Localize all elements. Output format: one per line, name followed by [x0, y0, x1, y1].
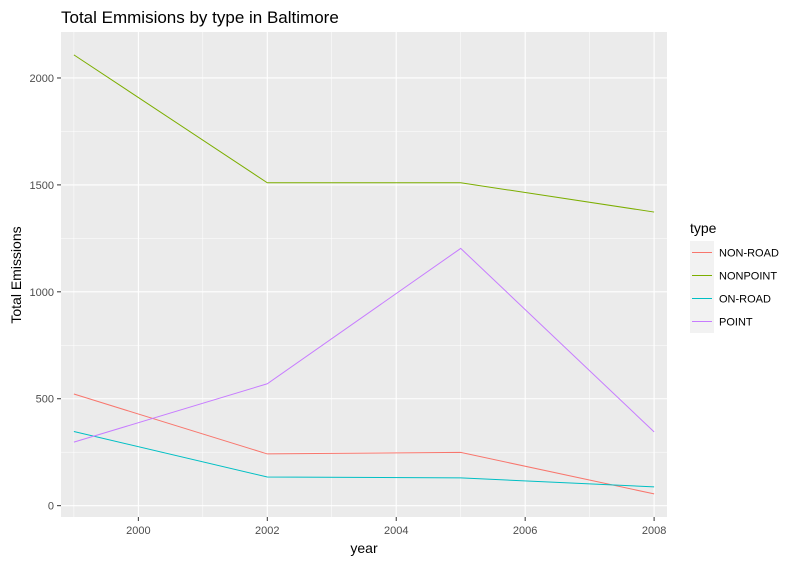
x-tick-label: 2008 — [642, 525, 666, 537]
y-axis-title: Total Emissions — [8, 226, 24, 323]
x-axis-title: year — [350, 540, 378, 556]
series-line-point — [73, 247, 655, 443]
y-tick-label: 2000 — [30, 73, 54, 85]
series-line-on-road — [73, 430, 655, 488]
legend-label: POINT — [719, 317, 753, 329]
y-tick-label: 1000 — [30, 287, 54, 299]
legend-label: NON-ROAD — [719, 248, 779, 260]
x-tick-label: 2006 — [513, 525, 537, 537]
series-layer — [73, 54, 655, 495]
y-axis-ticks: 0 500 1000 1500 2000 — [30, 73, 61, 513]
y-tick-label: 1500 — [30, 180, 54, 192]
legend-item: NON-ROAD — [690, 241, 779, 264]
legend-item: POINT — [690, 310, 753, 333]
legend-item: NONPOINT — [690, 264, 777, 287]
chart-title: Total Emmisions by type in Baltimore — [61, 8, 339, 27]
y-tick-label: 0 — [48, 501, 54, 513]
x-axis-ticks: 2000 2002 2004 2006 2008 — [126, 517, 666, 537]
series-line-non-road — [73, 393, 655, 495]
legend-item: ON-ROAD — [690, 287, 771, 310]
plot-panel — [61, 32, 667, 517]
legend-label: NONPOINT — [719, 271, 777, 283]
series-line-nonpoint — [73, 54, 655, 213]
legend-items: NON-ROAD NONPOINT ON-ROAD POINT — [690, 241, 779, 333]
x-tick-label: 2000 — [126, 525, 150, 537]
x-tick-label: 2002 — [255, 525, 279, 537]
legend-title: type — [690, 220, 717, 236]
x-tick-label: 2004 — [384, 525, 408, 537]
legend: type NON-ROAD NONPOINT ON-ROAD POINT — [690, 220, 779, 333]
y-tick-label: 500 — [36, 394, 54, 406]
legend-label: ON-ROAD — [719, 294, 771, 306]
